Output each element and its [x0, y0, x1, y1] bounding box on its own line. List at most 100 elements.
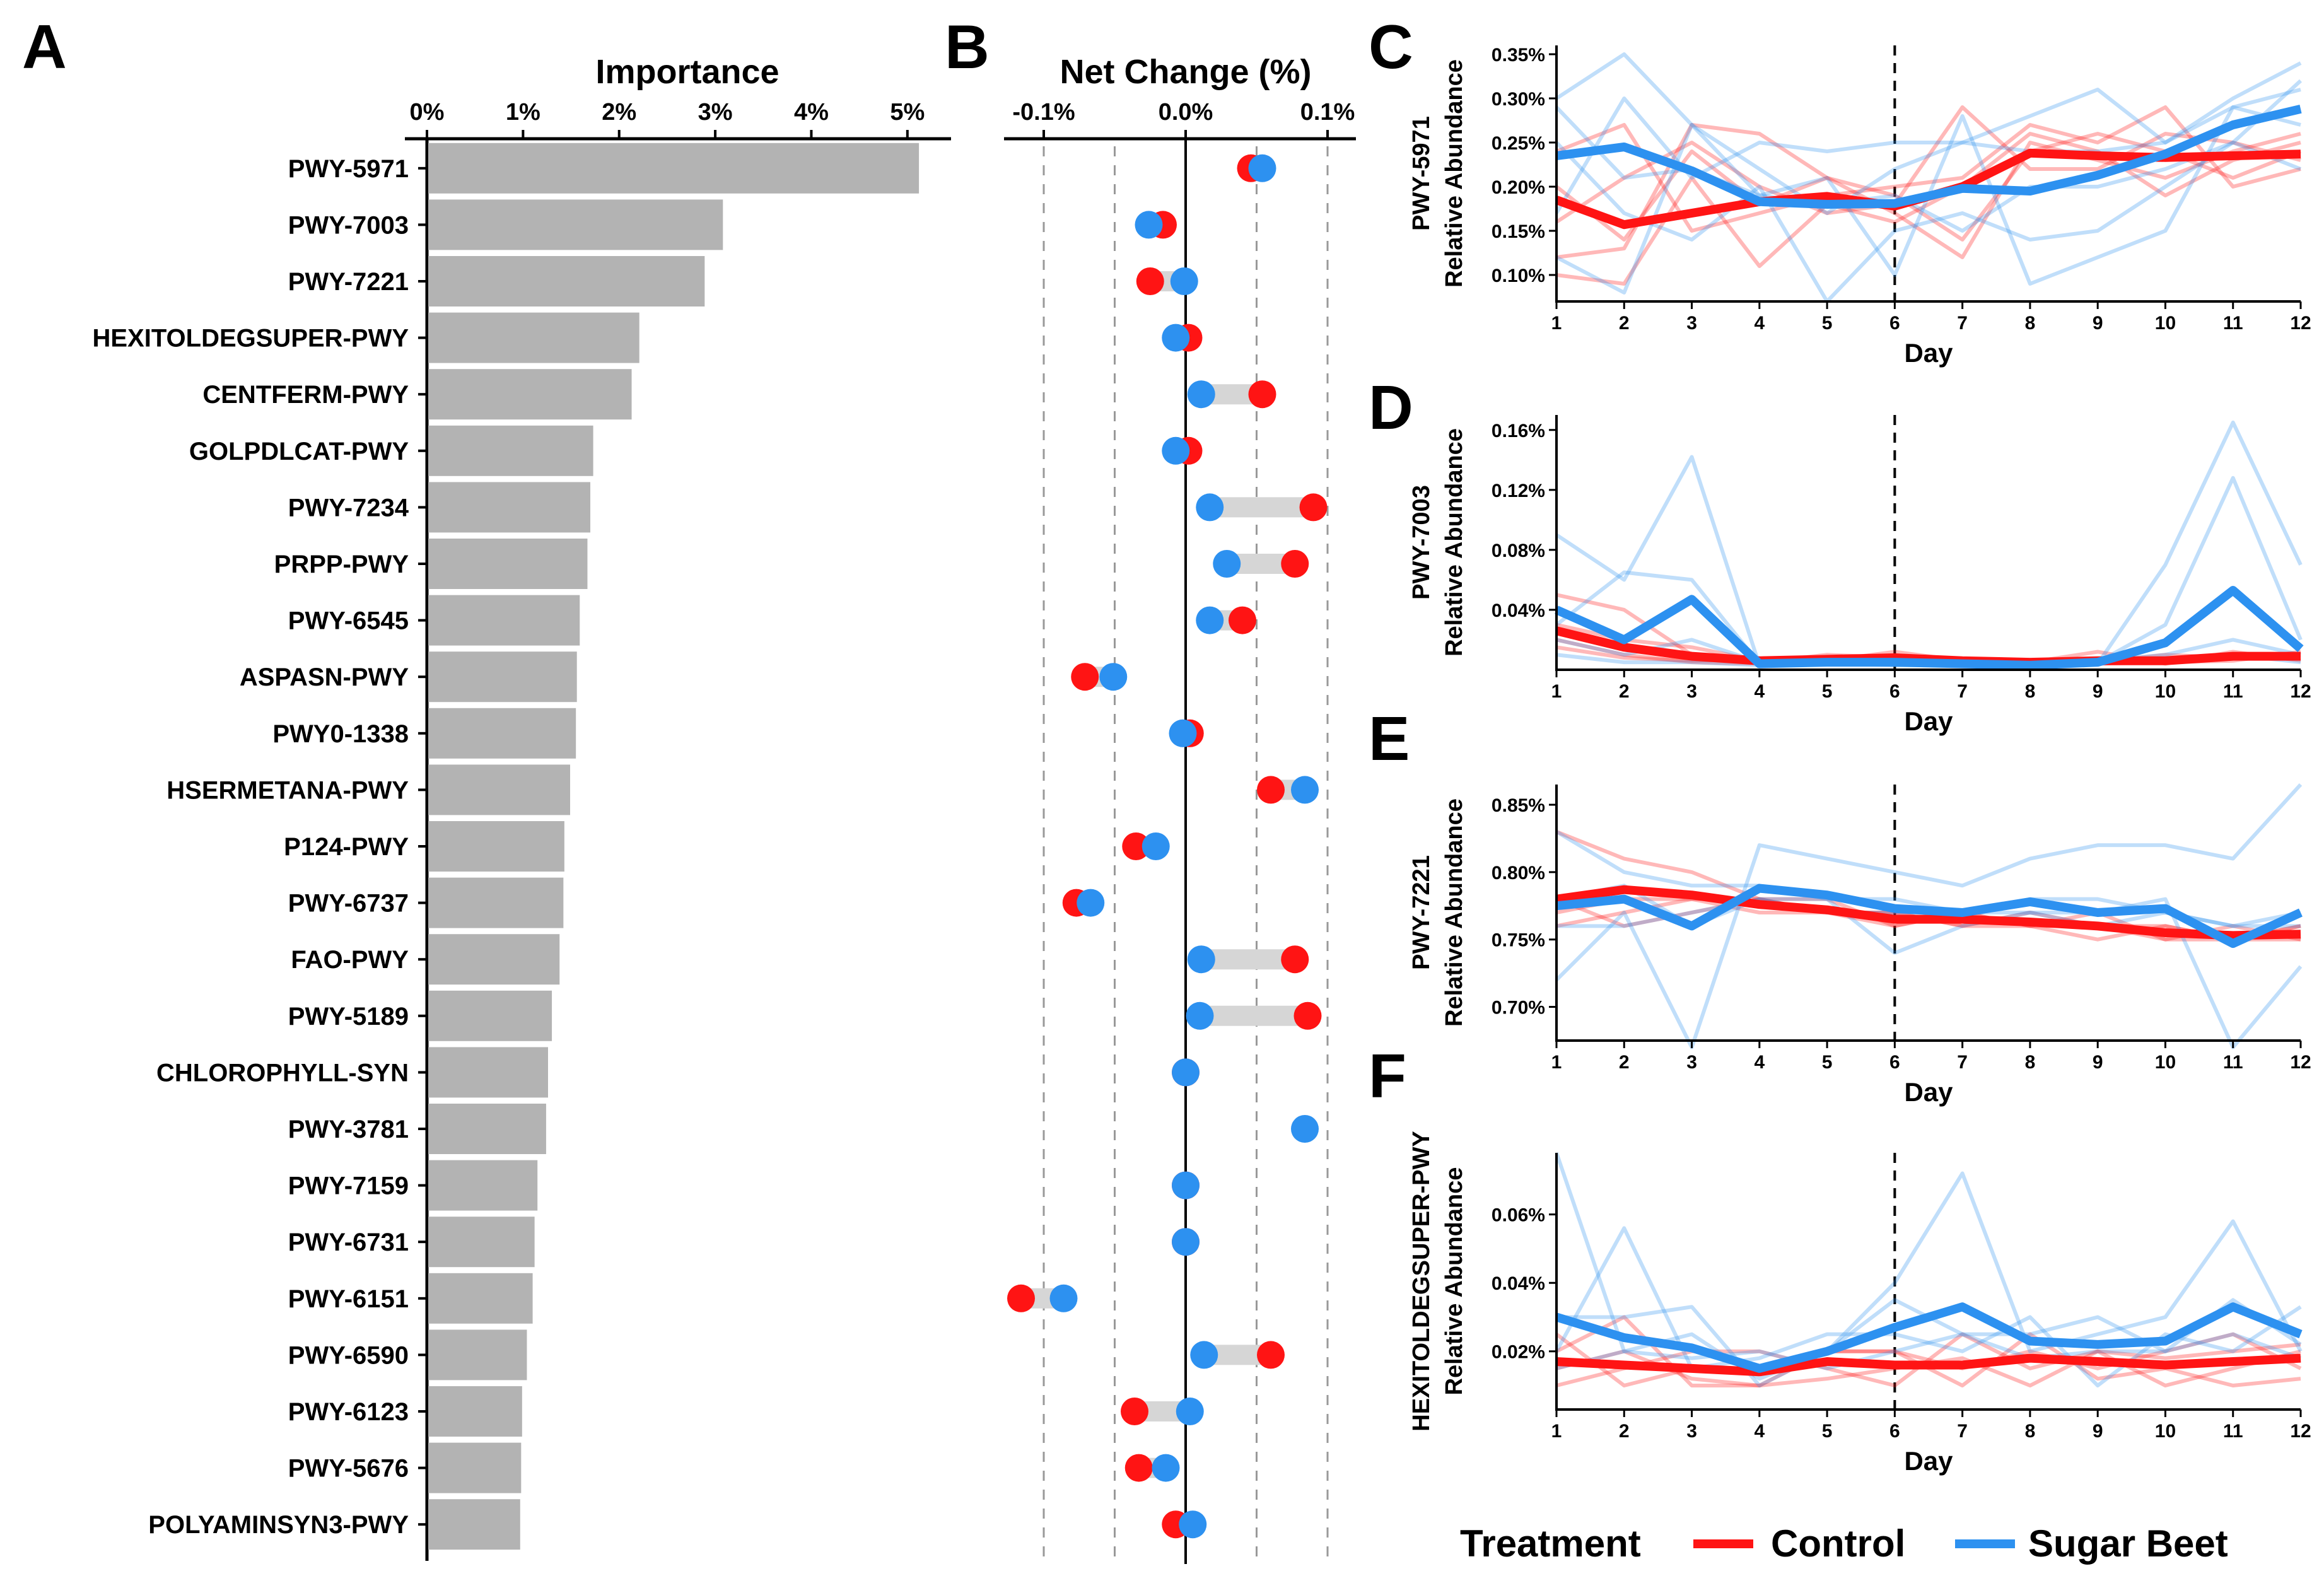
y-tick-label: 0.08% [1492, 540, 1545, 561]
pathway-label: PWY-6731 [288, 1229, 409, 1256]
sugar-beet-point [1099, 663, 1128, 691]
y-axis-title-pathway: PWY-7221 [1408, 855, 1435, 970]
importance-bar [428, 369, 632, 420]
x-tick-label: 2 [1619, 1052, 1630, 1073]
y-axis-title-abundance: Relative Abundance [1441, 798, 1468, 1027]
net-change-tick-label: -0.1% [1012, 99, 1075, 125]
net-change-title: Net Change (%) [1060, 53, 1311, 91]
y-axis-title-abundance: Relative Abundance [1441, 428, 1468, 657]
importance-bar [428, 1386, 522, 1437]
importance-bar [428, 1047, 548, 1098]
pathway-label: PWY-7159 [288, 1172, 409, 1200]
sugar-beet-point [1186, 1001, 1214, 1030]
x-tick-label: 8 [2025, 1421, 2036, 1442]
panel-label-d: D [1369, 373, 1413, 442]
y-tick-label: 0.30% [1492, 89, 1545, 110]
sugar-beet-point [1049, 1284, 1078, 1312]
pathway-label: PWY-6590 [288, 1341, 409, 1369]
x-tick-label: 10 [2155, 681, 2176, 702]
sugar-beet-point [1190, 1341, 1218, 1369]
y-tick-label: 0.35% [1492, 45, 1545, 66]
y-tick-label: 0.25% [1492, 133, 1545, 154]
sugar-beet-replicate-line [1555, 141, 2302, 303]
pathway-label: FAO-PWY [291, 946, 409, 974]
pathway-label: PWY-3781 [288, 1116, 409, 1143]
pathway-label: GOLPDLCAT-PWY [189, 438, 409, 465]
sugar-beet-point [1187, 380, 1215, 409]
y-tick-label: 0.06% [1492, 1205, 1545, 1226]
sugar-beet-point [1152, 1454, 1180, 1482]
x-tick-label: 11 [2223, 1052, 2243, 1073]
x-tick-label: 12 [2290, 1421, 2311, 1442]
sugar-beet-point [1291, 1115, 1319, 1143]
x-tick-label: 10 [2155, 313, 2176, 334]
pathway-label: POLYAMINSYN3-PWY [148, 1511, 409, 1539]
pathway-label: CENTFERM-PWY [202, 381, 409, 409]
net-change-dumbbell-chart: Net Change (%) -0.1% 0.0% 0.1% [1004, 53, 1356, 1564]
importance-bar [428, 821, 564, 872]
legend-beet-label: Sugar Beet [2028, 1522, 2228, 1565]
importance-bar [428, 1499, 520, 1550]
sugar-beet-point [1179, 1510, 1207, 1539]
control-point [1007, 1284, 1035, 1312]
sugar-beet-point [1248, 154, 1276, 182]
pathway-label: CHLOROPHYLL-SYN [156, 1059, 409, 1087]
x-tick-label: 4 [1754, 681, 1765, 702]
x-tick-label: 6 [1889, 1052, 1900, 1073]
x-tick-label: 11 [2223, 313, 2243, 334]
control-point [1293, 1001, 1322, 1030]
x-tick-label: 2 [1619, 1421, 1630, 1442]
sugar-beet-point [1172, 1228, 1200, 1256]
y-tick-label: 0.75% [1492, 930, 1545, 951]
pwy-7003-line-chart: 0.04%0.08%0.12%0.16%1 2 3 4 5 6 7 8 9 10 11 12DayPW… [1408, 415, 2311, 736]
x-tick-label: 7 [1957, 1421, 1968, 1442]
importance-bar [428, 312, 639, 363]
x-tick-label: 5 [1822, 313, 1833, 334]
x-tick-label: 3 [1686, 681, 1697, 702]
x-tick-label: 8 [2025, 681, 2036, 702]
control-mean-line [1556, 1353, 2301, 1377]
sugar-beet-replicate-line [1556, 1332, 2302, 1370]
importance-bar [428, 1442, 522, 1493]
control-point [1248, 380, 1276, 409]
control-mean-line [1556, 885, 2301, 940]
pathway-label: PWY-5189 [288, 1003, 409, 1030]
sugar-beet-replicate-line [1555, 830, 2303, 1049]
y-axis-title-abundance: Relative Abundance [1441, 59, 1468, 288]
control-point [1122, 832, 1150, 860]
panel-label-c: C [1369, 12, 1413, 81]
importance-bar-chart: Importance 0% 1% 2% 3% 4% 5% PWY-5971 PWY-7003 P… [92, 53, 951, 1561]
x-tick-label: 5 [1822, 681, 1833, 702]
pathway-label: PRPP-PWY [274, 551, 409, 578]
y-tick-label: 0.12% [1492, 481, 1545, 501]
x-tick-label: 9 [2093, 1421, 2103, 1442]
x-tick-label: 2 [1619, 313, 1630, 334]
pathway-label: ASPASN-PWY [240, 663, 409, 691]
importance-bar [428, 877, 564, 928]
pathway-label: PWY-6151 [288, 1285, 409, 1313]
control-replicate-line [1555, 105, 2301, 224]
control-point [1281, 945, 1309, 974]
importance-bar [428, 934, 560, 985]
y-tick-label: 0.80% [1492, 863, 1545, 884]
x-tick-label: 9 [2093, 1052, 2103, 1073]
importance-bar [428, 256, 705, 306]
importance-bar [428, 199, 723, 250]
importance-bar [428, 595, 580, 646]
importance-bar [428, 1329, 527, 1380]
sugar-beet-point [1187, 945, 1215, 974]
sugar-beet-point [1135, 211, 1163, 239]
importance-bar [428, 425, 593, 476]
net-change-tick-label: 0.0% [1159, 99, 1213, 125]
y-tick-label: 0.16% [1492, 421, 1545, 441]
panel-label-f: F [1369, 1041, 1406, 1111]
x-tick-label: 7 [1957, 1052, 1968, 1073]
x-axis-title: Day [1904, 706, 1953, 736]
importance-bar [428, 708, 576, 759]
pathway-label: PWY0-1338 [272, 720, 409, 748]
pathway-label: PWY-6545 [288, 607, 409, 635]
x-tick-label: 4 [1754, 313, 1765, 334]
x-tick-label: 7 [1957, 681, 1968, 702]
sugar-beet-replicate-line [1555, 783, 2303, 1049]
importance-bar [428, 990, 552, 1041]
